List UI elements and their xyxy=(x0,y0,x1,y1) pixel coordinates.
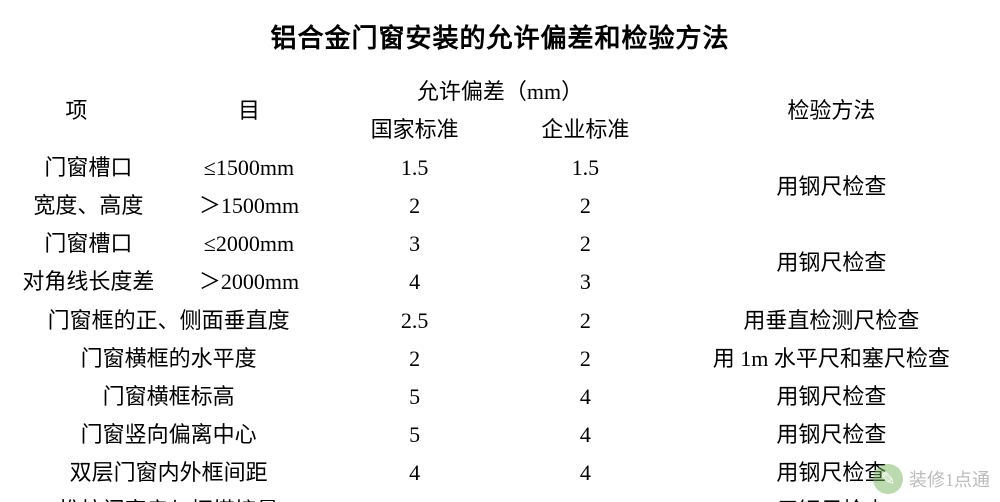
table-row: 门窗槽口≤1500mm1.51.5用钢尺检查 xyxy=(8,149,992,187)
table-header-row: 项 目 允许偏差（mm） 检验方法 xyxy=(8,73,992,111)
inspection-method: 用垂直检测尺检查 xyxy=(671,302,992,340)
page-title: 铝合金门窗安装的允许偏差和检验方法 xyxy=(8,18,992,55)
value-national: 3 xyxy=(329,225,500,263)
item-label: 门窗槽口 xyxy=(8,149,169,187)
watermark-text: 装修1点通 xyxy=(909,466,990,492)
value-national: 2.5 xyxy=(329,302,500,340)
item-label: 门窗竖向偏离中心 xyxy=(8,416,329,454)
value-national: 4 xyxy=(329,454,500,492)
table-row: 推拉门窗扇与框搭接量1.51用钢尺检查 xyxy=(8,492,992,502)
value-enterprise: 2 xyxy=(500,340,671,378)
value-enterprise: 2 xyxy=(500,225,671,263)
item-condition: ＞2000mm xyxy=(169,263,330,301)
value-national: 5 xyxy=(329,416,500,454)
value-enterprise: 1 xyxy=(500,492,671,502)
value-national: 2 xyxy=(329,340,500,378)
value-national: 1.5 xyxy=(329,492,500,502)
header-item-b: 目 xyxy=(169,73,330,149)
value-enterprise: 2 xyxy=(500,302,671,340)
item-condition: ＞1500mm xyxy=(169,187,330,225)
table-row: 门窗框的正、侧面垂直度2.52用垂直检测尺检查 xyxy=(8,302,992,340)
header-tolerance-group: 允许偏差（mm） xyxy=(329,73,670,111)
item-label: 门窗横框的水平度 xyxy=(8,340,329,378)
inspection-method: 用 1m 水平尺和塞尺检查 xyxy=(671,340,992,378)
header-enterprise: 企业标准 xyxy=(500,111,671,149)
table-row: 双层门窗内外框间距44用钢尺检查 xyxy=(8,454,992,492)
value-national: 4 xyxy=(329,263,500,301)
table-row: 门窗横框的水平度22用 1m 水平尺和塞尺检查 xyxy=(8,340,992,378)
item-condition: ≤2000mm xyxy=(169,225,330,263)
inspection-method: 用钢尺检查 xyxy=(671,225,992,301)
table-body: 项 目 允许偏差（mm） 检验方法 国家标准 企业标准 门窗槽口≤1500mm1… xyxy=(8,73,992,502)
table-row: 门窗横框标高54用钢尺检查 xyxy=(8,378,992,416)
item-label: 推拉门窗扇与框搭接量 xyxy=(8,492,329,502)
item-label: 宽度、高度 xyxy=(8,187,169,225)
item-label: 门窗横框标高 xyxy=(8,378,329,416)
value-enterprise: 2 xyxy=(500,187,671,225)
item-label: 门窗槽口 xyxy=(8,225,169,263)
item-label: 对角线长度差 xyxy=(8,263,169,301)
header-national: 国家标准 xyxy=(329,111,500,149)
tolerance-table: 项 目 允许偏差（mm） 检验方法 国家标准 企业标准 门窗槽口≤1500mm1… xyxy=(8,73,992,502)
value-enterprise: 3 xyxy=(500,263,671,301)
value-enterprise: 1.5 xyxy=(500,149,671,187)
table-row: 门窗竖向偏离中心54用钢尺检查 xyxy=(8,416,992,454)
item-label: 双层门窗内外框间距 xyxy=(8,454,329,492)
value-enterprise: 4 xyxy=(500,378,671,416)
value-enterprise: 4 xyxy=(500,454,671,492)
value-enterprise: 4 xyxy=(500,416,671,454)
page: 铝合金门窗安装的允许偏差和检验方法 项 目 允许偏差（mm） 检验方法 国家标准… xyxy=(0,0,1000,502)
value-national: 5 xyxy=(329,378,500,416)
header-item-a: 项 xyxy=(8,73,169,149)
table-row: 门窗槽口≤2000mm32用钢尺检查 xyxy=(8,225,992,263)
inspection-method: 用钢尺检查 xyxy=(671,378,992,416)
value-national: 1.5 xyxy=(329,149,500,187)
item-condition: ≤1500mm xyxy=(169,149,330,187)
header-method: 检验方法 xyxy=(671,73,992,149)
inspection-method: 用钢尺检查 xyxy=(671,416,992,454)
watermark: ✎ 装修1点通 xyxy=(873,464,990,494)
inspection-method: 用钢尺检查 xyxy=(671,149,992,225)
item-label: 门窗框的正、侧面垂直度 xyxy=(8,302,329,340)
watermark-icon: ✎ xyxy=(873,464,903,494)
value-national: 2 xyxy=(329,187,500,225)
